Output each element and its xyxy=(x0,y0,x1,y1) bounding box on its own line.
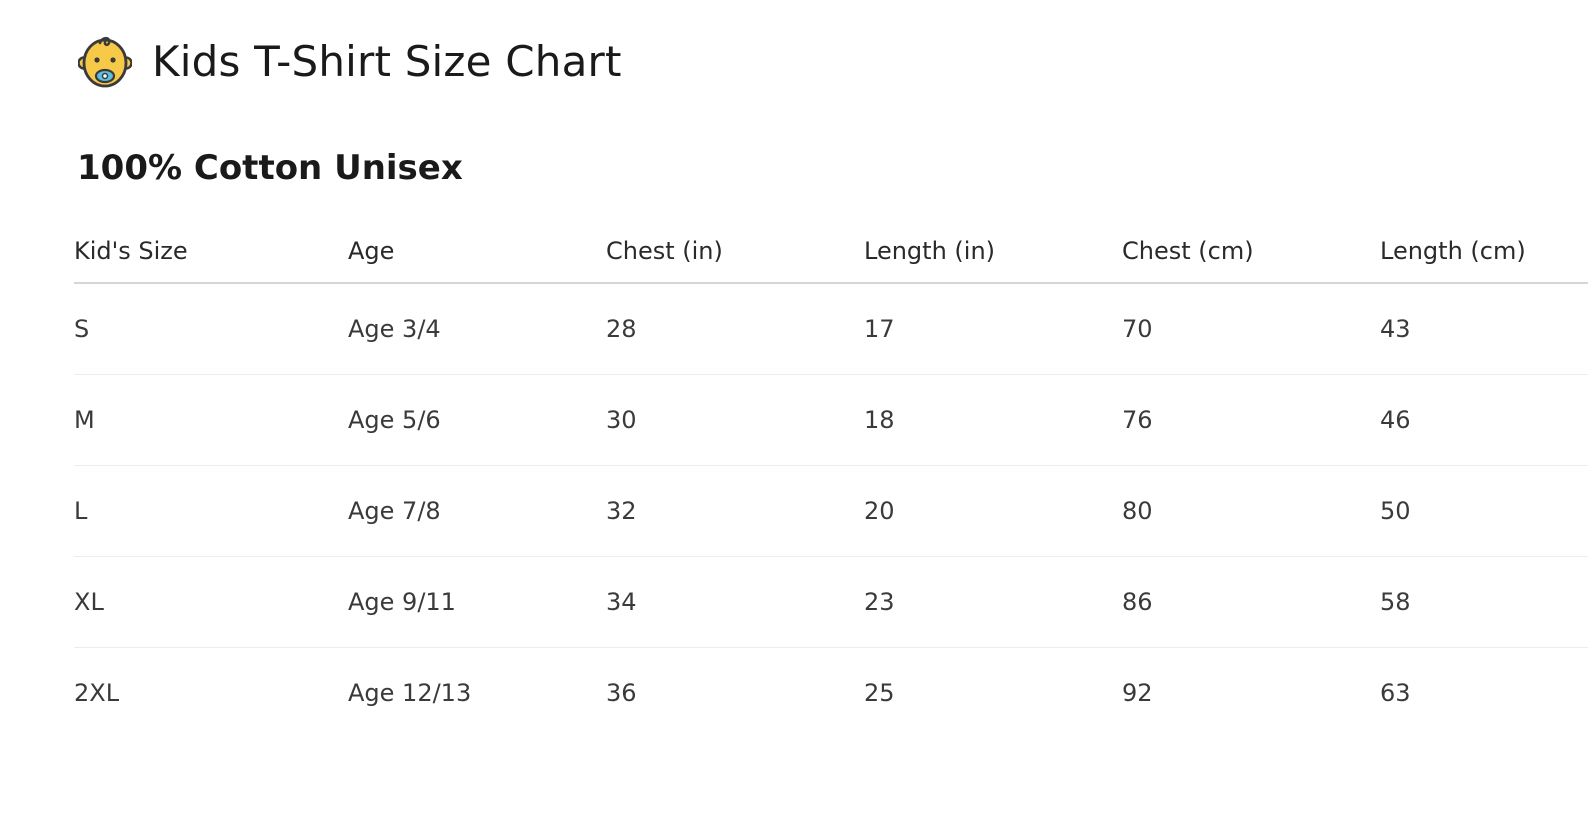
table-cell: 46 xyxy=(1380,374,1588,466)
table-row: M Age 5/6 30 18 76 46 xyxy=(74,374,1588,466)
title-row: Kids T-Shirt Size Chart xyxy=(78,30,622,92)
baby-face-icon xyxy=(78,36,132,88)
table-cell: 17 xyxy=(864,283,1122,375)
table-cell: 76 xyxy=(1122,374,1380,466)
table-cell: 30 xyxy=(606,374,864,466)
table-row: 2XL Age 12/13 36 25 92 63 xyxy=(74,648,1588,739)
table-cell: M xyxy=(74,374,348,466)
column-header-length-in: Length (in) xyxy=(864,220,1122,284)
column-header-chest-in: Chest (in) xyxy=(606,220,864,284)
table-cell: Age 7/8 xyxy=(348,465,606,557)
table-cell: Age 5/6 xyxy=(348,374,606,466)
column-header-age: Age xyxy=(348,220,606,284)
table-row: L Age 7/8 32 20 80 50 xyxy=(74,465,1588,557)
table-cell: 23 xyxy=(864,556,1122,648)
table-cell: 43 xyxy=(1380,283,1588,375)
table-cell: L xyxy=(74,465,348,557)
table-cell: XL xyxy=(74,556,348,648)
column-header-kids-size: Kid's Size xyxy=(74,220,348,284)
table-cell: Age 9/11 xyxy=(348,556,606,648)
table-cell: 34 xyxy=(606,556,864,648)
table-row: S Age 3/4 28 17 70 43 xyxy=(74,283,1588,375)
column-header-chest-cm: Chest (cm) xyxy=(1122,220,1380,284)
section-subtitle: 100% Cotton Unisex xyxy=(77,148,463,188)
table-header-row: Kid's Size Age Chest (in) Length (in) Ch… xyxy=(74,220,1588,284)
table-cell: 36 xyxy=(606,679,637,707)
table-cell: Age 3/4 xyxy=(348,283,606,375)
table-cell: 20 xyxy=(864,465,1122,557)
table-cell: 92 xyxy=(1122,679,1153,707)
table-cell: 25 xyxy=(864,679,895,707)
table-cell: Age 12/13 xyxy=(348,679,472,707)
table-cell: 63 xyxy=(1380,679,1411,707)
table-cell: 70 xyxy=(1122,283,1380,375)
table-cell: S xyxy=(74,283,348,375)
table-cell: 18 xyxy=(864,374,1122,466)
table-cell: 28 xyxy=(606,283,864,375)
page-title: Kids T-Shirt Size Chart xyxy=(152,36,622,86)
table-cell: 32 xyxy=(606,465,864,557)
table-cell: 2XL xyxy=(74,679,120,707)
column-header-length-cm: Length (cm) xyxy=(1380,220,1588,284)
table-cell: 58 xyxy=(1380,556,1588,648)
table-cell: 50 xyxy=(1380,465,1588,557)
table-row: XL Age 9/11 34 23 86 58 xyxy=(74,556,1588,648)
table-cell: 86 xyxy=(1122,556,1380,648)
size-table: Kid's Size Age Chest (in) Length (in) Ch… xyxy=(74,220,1588,738)
table-cell: 80 xyxy=(1122,465,1380,557)
